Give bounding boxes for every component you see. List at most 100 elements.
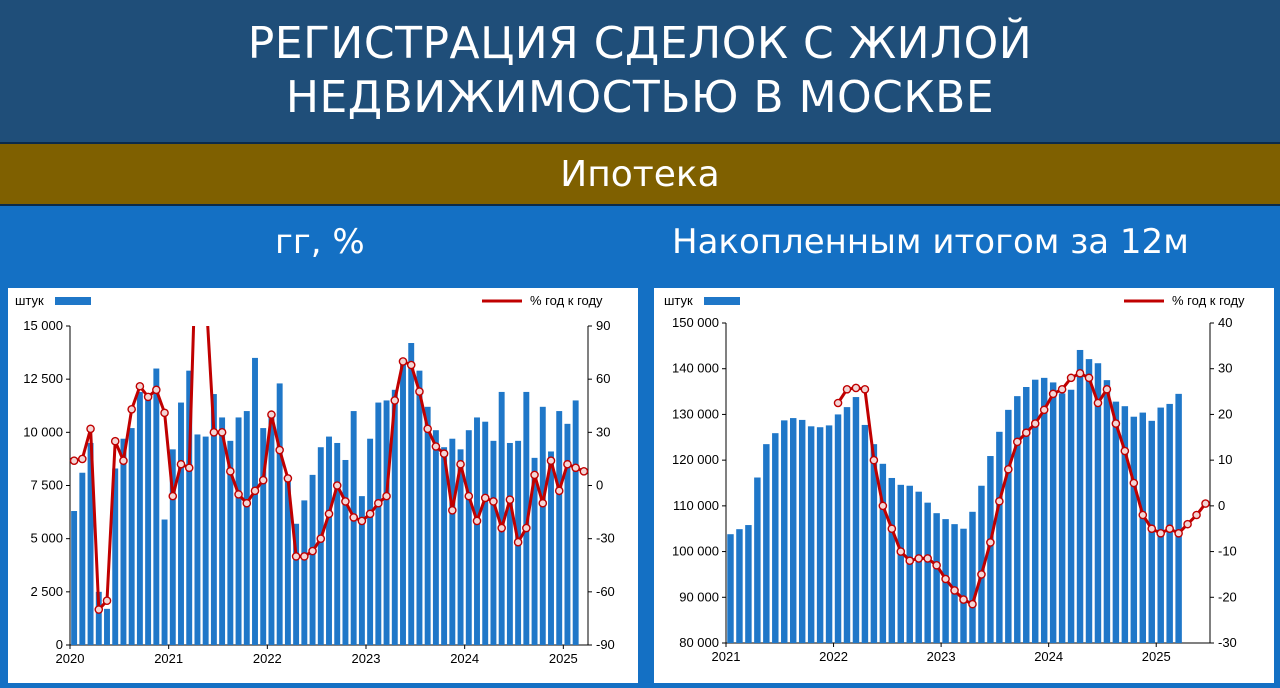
left-chart-bar <box>243 411 250 645</box>
left-chart-yoy-point <box>275 445 284 455</box>
left-chart-yoy-point <box>472 516 482 526</box>
right-chart-yoy-point <box>851 383 861 393</box>
left-chart-yoy-point <box>316 534 326 543</box>
left-chart-yoy-point <box>415 387 424 396</box>
right-chart-bar <box>861 424 869 643</box>
right-chart-yoy-point <box>1048 389 1058 399</box>
left-chart-yoy-point <box>69 456 79 465</box>
left-chart-y-right-tick-label: 90 <box>596 318 610 333</box>
right-chart-yoy-point <box>860 384 870 394</box>
left-chart-bar <box>465 430 472 645</box>
left-chart-bar <box>564 423 571 645</box>
right-chart-bar <box>798 419 806 643</box>
left-chart-yoy-point <box>168 491 178 501</box>
right-chart-yoy-point <box>905 556 915 566</box>
right-chart-bar <box>772 433 779 643</box>
left-chart-bar <box>400 362 406 645</box>
left-chart-bar <box>391 389 398 645</box>
left-chart-yoy-point <box>267 410 276 419</box>
left-chart-yoy-point <box>135 381 145 391</box>
left-chart-yoy-point <box>563 459 572 469</box>
right-chart-bar <box>1023 387 1030 643</box>
left-chart-yoy-point <box>291 552 301 561</box>
right-chart-yoy-point <box>959 595 968 604</box>
left-chart-bar <box>490 440 497 645</box>
right-chart-bar <box>1121 406 1129 643</box>
left-chart-yoy-point <box>250 486 260 496</box>
right-chart-yoy-point <box>968 599 977 609</box>
left-chart-y-left-tick-label: 15 000 <box>23 318 63 333</box>
right-chart-bar <box>1049 382 1057 643</box>
page-title-line-1: РЕГИСТРАЦИЯ СДЕЛОК С ЖИЛОЙ <box>247 18 1033 69</box>
left-chart-bar <box>293 523 300 645</box>
left-chart-panel: 0 2 500 5 000 7 500 10 000 12 500 15 000 -90 -60… <box>8 288 638 683</box>
left-chart-yoy-point <box>538 498 548 508</box>
left-chart-yoy-point <box>423 424 432 434</box>
right-chart-yoy-point <box>1084 373 1094 383</box>
right-chart-bar <box>789 418 797 643</box>
left-chart-bar <box>474 417 480 645</box>
left-chart-yoy-point <box>439 449 449 458</box>
left-chart-x-tick-label: 2023 <box>352 651 381 666</box>
left-chart-bar <box>342 459 349 645</box>
right-chart-bar <box>897 484 905 643</box>
left-chart-bar <box>194 434 201 645</box>
right-chart-legend-bar-label: штук <box>664 293 693 308</box>
right-chart-yoy-point <box>833 398 843 408</box>
left-chart-bar <box>128 428 135 645</box>
left-chart-bar <box>441 447 448 645</box>
right-chart-yoy-point <box>1021 428 1031 438</box>
right-chart-bar <box>745 525 752 643</box>
right-chart-y-right-tick-label: 30 <box>1218 361 1232 376</box>
right-chart-legend-bar-swatch <box>704 297 740 305</box>
left-chart-x-tick-label: 2020 <box>56 651 85 666</box>
left-chart-yoy-point <box>571 463 580 473</box>
right-chart-yoy-point <box>923 554 932 563</box>
left-chart-yoy-point <box>217 428 227 437</box>
left-chart-yoy-point <box>258 475 268 485</box>
right-chart-caption: Накопленным итогом за 12м <box>672 222 1189 262</box>
right-chart-bar <box>1157 407 1164 643</box>
left-chart-y-right-tick-label: -60 <box>596 584 615 599</box>
right-chart-y-right-tick-label: 40 <box>1218 315 1232 330</box>
right-chart-yoy-point <box>1075 368 1085 378</box>
left-chart-yoy-point <box>283 474 293 483</box>
right-chart-yoy-point <box>896 547 906 556</box>
left-chart-bar <box>210 394 217 645</box>
left-chart-bar <box>408 343 415 645</box>
right-chart-x-tick-label: 2025 <box>1142 649 1171 664</box>
left-chart-yoy-point <box>365 509 375 519</box>
left-chart-yoy-point <box>489 497 498 506</box>
right-chart-bar <box>987 456 994 643</box>
right-chart-legend-line-label: % год к году <box>1172 293 1245 308</box>
right-chart-yoy-point <box>914 554 924 563</box>
left-chart-bar <box>104 608 110 645</box>
right-chart-yoy-point <box>1066 373 1076 383</box>
right-chart-y-left-tick-label: 90 000 <box>679 589 719 604</box>
right-chart-bar <box>960 528 967 643</box>
right-chart-yoy-point <box>932 560 941 570</box>
left-chart-yoy-point <box>160 408 169 418</box>
right-chart-x-tick-label: 2021 <box>712 649 741 664</box>
right-chart-bar <box>951 524 958 643</box>
right-chart-yoy-point <box>977 570 986 579</box>
left-chart-y-left-tick-label: 10 000 <box>23 424 63 439</box>
right-chart-yoy-point <box>1147 524 1157 534</box>
left-chart-bar <box>301 500 308 645</box>
right-chart-y-left-tick-label: 100 000 <box>672 544 719 559</box>
right-chart-panel: 80 000 90 000 100 000 110 000 120 000 130 000… <box>654 288 1274 683</box>
left-chart-bar <box>309 474 316 645</box>
right-chart-bar <box>1103 380 1111 643</box>
right-chart-bar <box>1130 416 1138 643</box>
left-chart-bar <box>145 396 152 645</box>
left-chart-bar <box>169 449 176 645</box>
left-chart-legend-line-label: % год к году <box>530 293 603 308</box>
right-chart-yoy-point <box>1192 510 1201 520</box>
right-chart-y-right-tick-label: 10 <box>1218 452 1232 467</box>
left-chart-yoy-point <box>242 498 252 508</box>
left-chart-bar <box>498 391 505 645</box>
left-chart-yoy-point <box>522 523 531 533</box>
left-chart-yoy-point <box>234 490 243 499</box>
right-chart-bar <box>852 397 860 643</box>
left-chart-bar <box>383 400 390 645</box>
